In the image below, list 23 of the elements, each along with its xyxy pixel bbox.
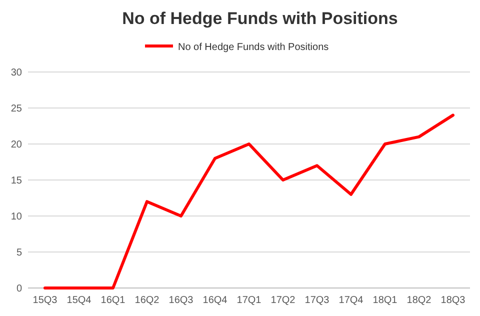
x-tick-label: 16Q3 — [168, 295, 194, 306]
x-tick-label: 16Q1 — [100, 295, 126, 306]
line-series — [44, 114, 454, 290]
x-tick-label: 18Q3 — [440, 295, 466, 306]
y-tick-label: 25 — [10, 104, 22, 114]
x-tick-label: 17Q3 — [304, 295, 330, 306]
x-tick-label: 17Q2 — [270, 295, 296, 306]
y-tick-label: 10 — [10, 212, 22, 222]
x-tick-label: 15Q3 — [32, 295, 58, 306]
legend-label: No of Hedge Funds with Positions — [178, 42, 329, 53]
chart-title: No of Hedge Funds with Positions — [122, 9, 398, 28]
y-tick-label: 15 — [10, 176, 22, 186]
x-tick-label: 16Q4 — [202, 295, 228, 306]
x-tick-label: 15Q4 — [66, 295, 92, 306]
x-tick-label: 17Q1 — [236, 295, 262, 306]
y-tick-label: 20 — [10, 140, 22, 150]
y-tick-label: 5 — [16, 248, 22, 258]
x-tick-label: 17Q4 — [338, 295, 364, 306]
y-tick-label: 0 — [16, 284, 22, 294]
y-tick-label: 30 — [10, 68, 22, 78]
x-tick-label: 16Q2 — [134, 295, 160, 306]
x-tick-label: 18Q1 — [372, 295, 398, 306]
x-tick-label: 18Q2 — [406, 295, 432, 306]
